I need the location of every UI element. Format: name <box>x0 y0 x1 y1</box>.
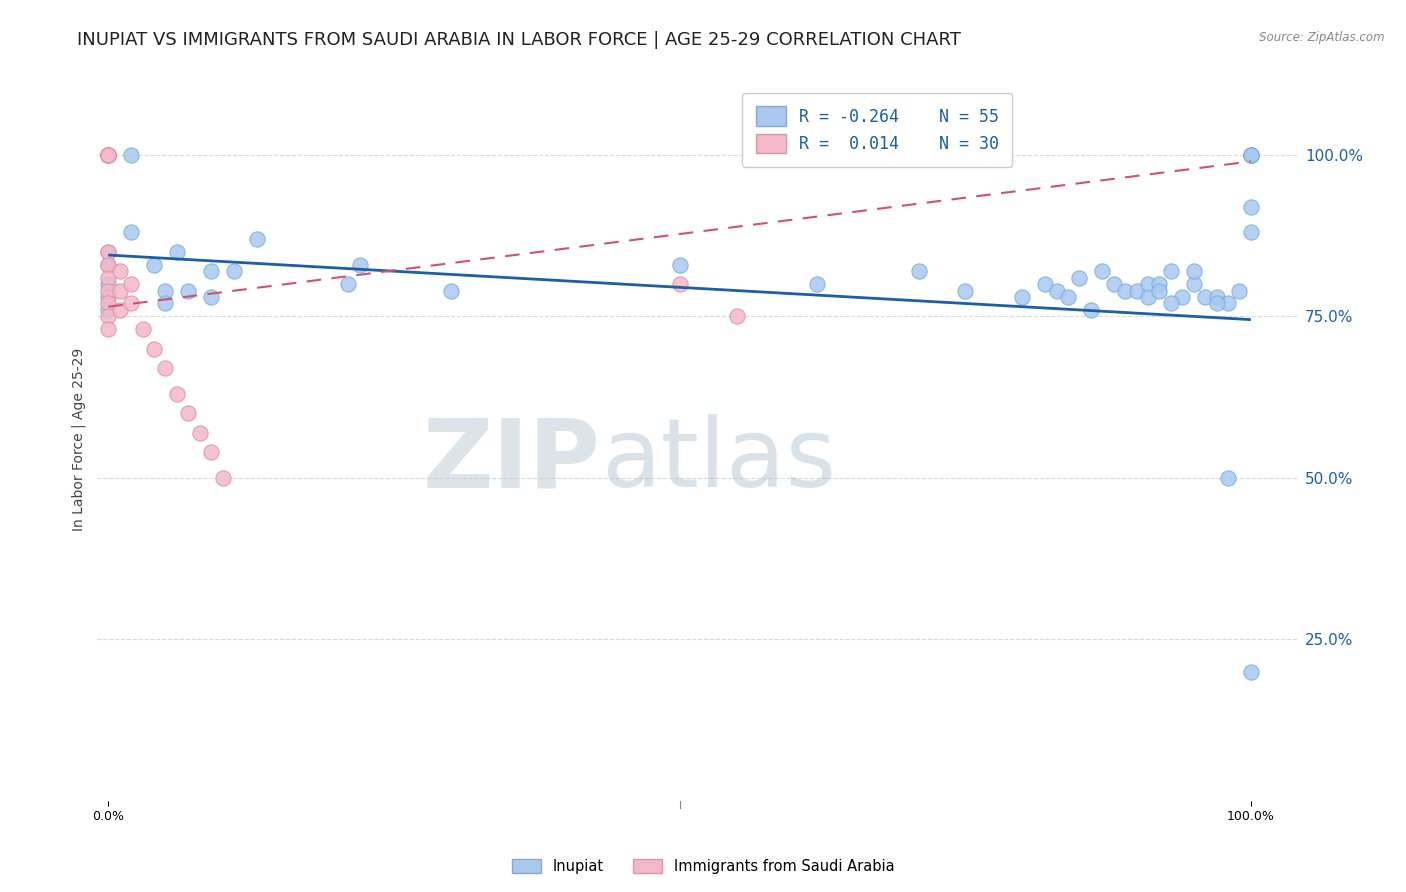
Point <box>1182 264 1205 278</box>
Point <box>440 284 463 298</box>
Point <box>108 284 131 298</box>
Legend: R = -0.264    N = 55, R =  0.014    N = 30: R = -0.264 N = 55, R = 0.014 N = 30 <box>742 93 1012 167</box>
Point <box>155 361 177 376</box>
Point <box>1182 277 1205 292</box>
Point <box>211 471 233 485</box>
Point <box>97 322 120 336</box>
Point <box>1069 270 1091 285</box>
Point <box>97 290 120 304</box>
Point <box>1194 290 1216 304</box>
Point <box>97 277 120 292</box>
Point <box>222 264 245 278</box>
Point <box>668 258 690 272</box>
Point <box>1011 290 1033 304</box>
Point <box>1160 264 1182 278</box>
Point <box>200 264 222 278</box>
Point <box>1205 296 1227 310</box>
Point <box>1033 277 1056 292</box>
Point <box>108 302 131 317</box>
Text: INUPIAT VS IMMIGRANTS FROM SAUDI ARABIA IN LABOR FORCE | AGE 25-29 CORRELATION C: INUPIAT VS IMMIGRANTS FROM SAUDI ARABIA … <box>77 31 962 49</box>
Point <box>97 148 120 162</box>
Point <box>97 296 120 310</box>
Point <box>120 296 142 310</box>
Point <box>1114 284 1136 298</box>
Point <box>1216 296 1239 310</box>
Point <box>200 445 222 459</box>
Point <box>953 284 976 298</box>
Point <box>349 258 371 272</box>
Point <box>166 244 188 259</box>
Point <box>1125 284 1147 298</box>
Point <box>97 148 120 162</box>
Point <box>1240 148 1263 162</box>
Point <box>155 284 177 298</box>
Point <box>177 284 200 298</box>
Point <box>97 148 120 162</box>
Point <box>1240 148 1263 162</box>
Text: atlas: atlas <box>600 414 835 508</box>
Point <box>131 322 153 336</box>
Point <box>97 244 120 259</box>
Point <box>1240 200 1263 214</box>
Point <box>246 232 269 246</box>
Point <box>806 277 828 292</box>
Point <box>1229 284 1251 298</box>
Point <box>97 148 120 162</box>
Point <box>1091 264 1114 278</box>
Point <box>200 290 222 304</box>
Point <box>108 264 131 278</box>
Point <box>1240 226 1263 240</box>
Point <box>120 226 142 240</box>
Point <box>97 284 120 298</box>
Point <box>1149 284 1171 298</box>
Point <box>97 310 120 324</box>
Point <box>97 148 120 162</box>
Text: ZIP: ZIP <box>423 414 600 508</box>
Point <box>97 148 120 162</box>
Point <box>155 296 177 310</box>
Point <box>97 244 120 259</box>
Point <box>668 277 690 292</box>
Point <box>1149 277 1171 292</box>
Point <box>143 258 166 272</box>
Point <box>1102 277 1125 292</box>
Point <box>1137 277 1160 292</box>
Point <box>97 148 120 162</box>
Point <box>1171 290 1194 304</box>
Point <box>120 277 142 292</box>
Point <box>120 148 142 162</box>
Point <box>1216 471 1239 485</box>
Legend: Inupiat, Immigrants from Saudi Arabia: Inupiat, Immigrants from Saudi Arabia <box>506 854 900 880</box>
Point <box>1045 284 1067 298</box>
Point <box>337 277 360 292</box>
Point <box>1137 290 1160 304</box>
Point <box>97 270 120 285</box>
Point <box>725 310 748 324</box>
Point <box>1240 665 1263 679</box>
Point <box>1240 148 1263 162</box>
Point <box>166 387 188 401</box>
Point <box>177 406 200 420</box>
Point <box>97 148 120 162</box>
Point <box>97 258 120 272</box>
Point <box>908 264 931 278</box>
Point <box>1240 148 1263 162</box>
Point <box>97 258 120 272</box>
Point <box>1160 296 1182 310</box>
Point <box>188 425 211 440</box>
Point <box>97 302 120 317</box>
Text: Source: ZipAtlas.com: Source: ZipAtlas.com <box>1260 31 1385 45</box>
Point <box>143 342 166 356</box>
Y-axis label: In Labor Force | Age 25-29: In Labor Force | Age 25-29 <box>72 348 86 531</box>
Point <box>1205 290 1227 304</box>
Point <box>1080 302 1102 317</box>
Point <box>1057 290 1080 304</box>
